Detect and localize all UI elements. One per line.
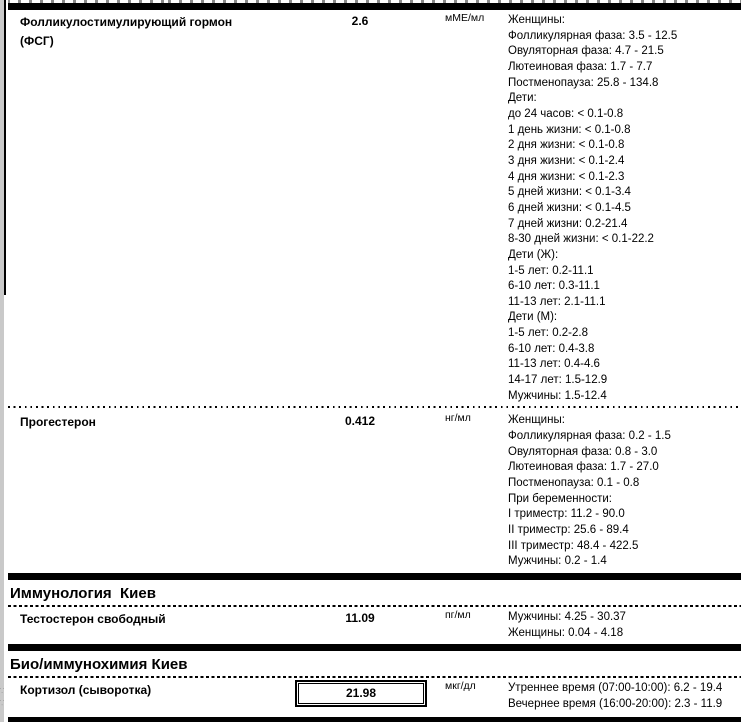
analyte-row: Прогестерон 0.412 нг/мл Женщины: Фолликул…: [8, 410, 741, 570]
reference-line: III триместр: 48.4 - 422.5: [508, 539, 639, 552]
reference-line: Мужчины: 1.5-12.4: [508, 389, 607, 402]
result-value-box: 21.98: [295, 680, 427, 708]
reference-list: Женщины: Фолликулярная фаза: 0.2 - 1.5 Ову…: [508, 413, 741, 570]
section-divider-bar: [8, 716, 741, 722]
reference-line: 5 дней жизни: < 0.1-3.4: [508, 186, 631, 199]
reference-line: 11-13 лет: 0.4-4.6: [508, 358, 600, 371]
reference-line: 2 дня жизни: < 0.1-0.8: [508, 139, 625, 152]
reference-line: Лютеиновая фаза: 1.7 - 7.7: [508, 60, 653, 73]
reference-line: 1-5 лет: 0.2-2.8: [508, 327, 589, 340]
reference-line: Постменопауза: 25.8 - 134.8: [508, 76, 659, 89]
reference-list: Утреннее время (07:00-10:00): 6.2 - 19.4…: [508, 681, 741, 712]
reference-line: Овуляторная фаза: 4.7 - 21.5: [508, 45, 664, 58]
reference-line: 7 дней жизни: 0.2-21.4: [508, 217, 628, 230]
reference-line: 14-17 лет: 1.5-12.9: [508, 374, 608, 387]
analyte-name-line: Тестостерон свободный: [20, 611, 166, 626]
reference-line: Женщины: 0.04 - 4.18: [508, 626, 624, 639]
reference-line: 4 дня жизни: < 0.1-2.3: [508, 170, 625, 183]
analyte-name-line: Кортизол (сыворотка): [20, 683, 152, 698]
reference-line: I триместр: 11.2 - 90.0: [508, 508, 625, 521]
reference-line: 6-10 лет: 0.3-11.1: [508, 280, 600, 293]
section-divider-bar: [8, 3, 741, 10]
reference-line: При беременности:: [508, 492, 612, 505]
analyte-name: Кортизол (сыворотка): [8, 681, 300, 700]
reference-line: 6 дней жизни: < 0.1-4.5: [508, 201, 631, 214]
reference-line: 1 день жизни: < 0.1-0.8: [508, 123, 631, 136]
reference-line: 3 дня жизни: < 0.1-2.4: [508, 154, 625, 167]
reference-line: Дети (М):: [508, 311, 558, 324]
unit-label: нг/мл: [445, 412, 471, 425]
analyte-row: Тестостерон свободный 11.09 пг/мл Мужчин…: [8, 607, 741, 641]
reference-line: Фолликулярная фаза: 0.2 - 1.5: [508, 430, 671, 443]
result-value: 2.6: [351, 14, 369, 28]
unit-label: пг/мл: [445, 608, 471, 621]
analyte-name: Прогестерон: [8, 413, 300, 432]
result-value-text: 21.98: [298, 683, 424, 705]
section-header: Иммунология Киев: [10, 584, 156, 602]
result-value: 21.98: [295, 680, 427, 708]
analyte-row: Кортизол (сыворотка) 21.98 мкг/дл Утренн…: [8, 678, 741, 712]
report-content: Фолликулостимулирующий гормон (ФСГ) 2.6 м…: [8, 0, 741, 722]
section-divider-bar: [8, 644, 741, 652]
reference-list: Мужчины: 4.25 - 30.37 Женщины: 0.04 - 4.1…: [508, 610, 741, 641]
reference-line: Дети:: [508, 92, 537, 105]
reference-line: Вечернее время (16:00-20:00): 2.3 - 11.9: [508, 697, 723, 710]
reference-line: II триместр: 25.6 - 89.4: [508, 524, 629, 536]
section-header-underline: [8, 676, 741, 679]
table-left-border: [4, 0, 6, 295]
section-header-underline: [8, 604, 741, 607]
row-separator: [8, 406, 741, 409]
reference-line: Лютеиновая фаза: 1.7 - 27.0: [508, 461, 659, 474]
reference-line: 6-10 лет: 0.4-3.8: [508, 342, 595, 355]
reference-line: Женщины:: [508, 414, 565, 427]
section-header: Био/иммунохимия Киев: [10, 656, 188, 674]
reference-line: Мужчины: 4.25 - 30.37: [508, 610, 626, 623]
reference-line: Овуляторная фаза: 0.8 - 3.0: [508, 445, 658, 458]
reference-list: Женщины: Фолликулярная фаза: 3.5 - 12.5 Ов…: [508, 13, 741, 404]
analyte-name: Фолликулостимулирующий гормон (ФСГ): [8, 13, 300, 51]
left-margin-strip: [0, 0, 4, 722]
report-body: Фолликулостимулирующий гормон (ФСГ) 2.6 м…: [8, 3, 741, 722]
reference-line: Мужчины: 0.2 - 1.4: [508, 555, 607, 568]
reference-line: 8-30 дней жизни: < 0.1-22.2: [508, 233, 654, 246]
reference-line: Фолликулярная фаза: 3.5 - 12.5: [508, 29, 678, 42]
reference-line: Женщины:: [508, 14, 565, 26]
result-value: 0.412: [344, 414, 376, 429]
reference-line: Утреннее время (07:00-10:00): 6.2 - 19.4: [508, 682, 723, 695]
analyte-name: Тестостерон свободный: [8, 610, 300, 629]
unit-label: мМЕ/мл: [445, 12, 485, 24]
result-value: 11.09: [345, 610, 375, 625]
analyte-name-line: Фолликулостимулирующий гормон: [20, 15, 233, 29]
reference-line: Дети (Ж):: [508, 248, 559, 261]
analyte-name-line: (ФСГ): [20, 34, 54, 48]
left-margin-artifact: ·: ·:: [0, 685, 6, 707]
cropped-header-remnant: [8, 0, 741, 3]
reference-line: 11-13 лет: 2.1-11.1: [508, 295, 606, 308]
reference-line: Постменопауза: 0.1 - 0.8: [508, 477, 640, 490]
reference-line: 1-5 лет: 0.2-11.1: [508, 264, 594, 277]
analyte-name-line: Прогестерон: [20, 415, 96, 430]
unit-label: мкг/дл: [445, 680, 476, 693]
analyte-row: Фолликулостимулирующий гормон (ФСГ) 2.6 м…: [8, 10, 741, 404]
reference-line: до 24 часов: < 0.1-0.8: [508, 107, 624, 120]
section-divider-bar: [8, 572, 741, 580]
